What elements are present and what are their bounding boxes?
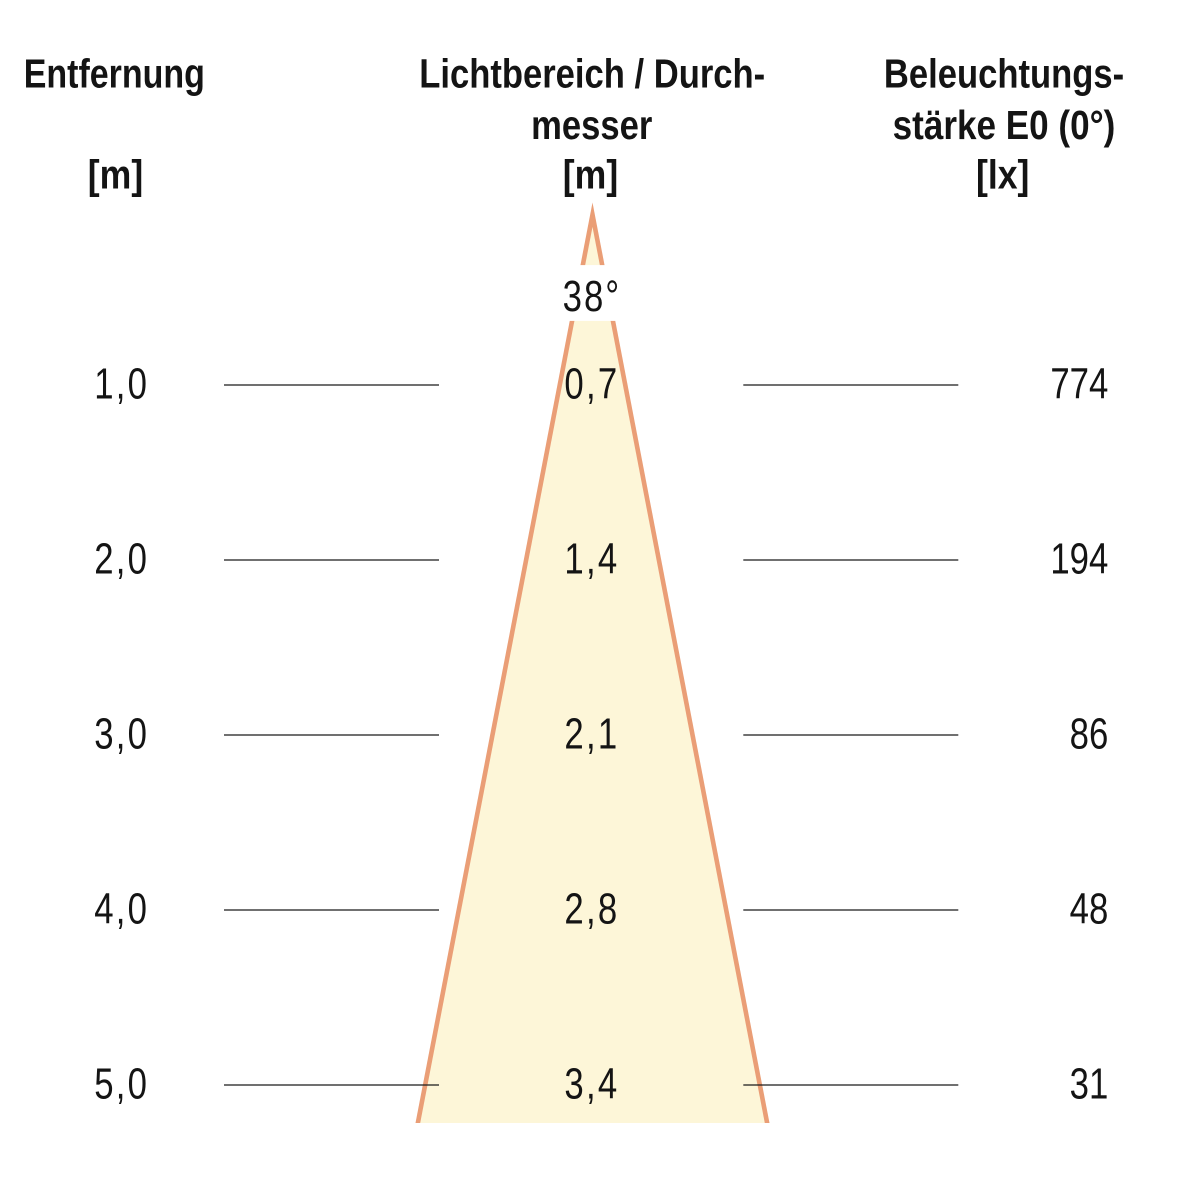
svg-text:38°: 38°: [563, 272, 621, 321]
svg-text:4,0: 4,0: [94, 885, 149, 934]
svg-text:1,4: 1,4: [564, 535, 619, 584]
svg-text:2,8: 2,8: [564, 885, 619, 934]
svg-text:3,0: 3,0: [94, 710, 149, 759]
svg-text:5,0: 5,0: [94, 1060, 149, 1109]
svg-text:[m]: [m]: [563, 153, 618, 199]
svg-text:stärke E0 (0°): stärke E0 (0°): [893, 104, 1116, 149]
svg-text:48: 48: [1070, 885, 1109, 934]
svg-text:Lichtbereich / Durch-: Lichtbereich / Durch-: [419, 52, 765, 97]
svg-text:2,0: 2,0: [94, 535, 149, 584]
svg-text:[m]: [m]: [88, 153, 143, 199]
svg-text:31: 31: [1070, 1060, 1109, 1109]
svg-text:3,4: 3,4: [564, 1060, 619, 1109]
svg-text:774: 774: [1050, 360, 1108, 409]
svg-text:[lx]: [lx]: [976, 153, 1029, 199]
svg-text:Beleuchtungs-: Beleuchtungs-: [884, 52, 1124, 97]
svg-text:Entfernung: Entfernung: [24, 51, 205, 97]
svg-text:194: 194: [1050, 535, 1108, 584]
svg-text:2,1: 2,1: [564, 710, 619, 759]
svg-text:1,0: 1,0: [94, 360, 149, 409]
svg-text:86: 86: [1070, 710, 1109, 759]
svg-text:0,7: 0,7: [564, 360, 619, 409]
svg-text:messer: messer: [531, 103, 652, 148]
